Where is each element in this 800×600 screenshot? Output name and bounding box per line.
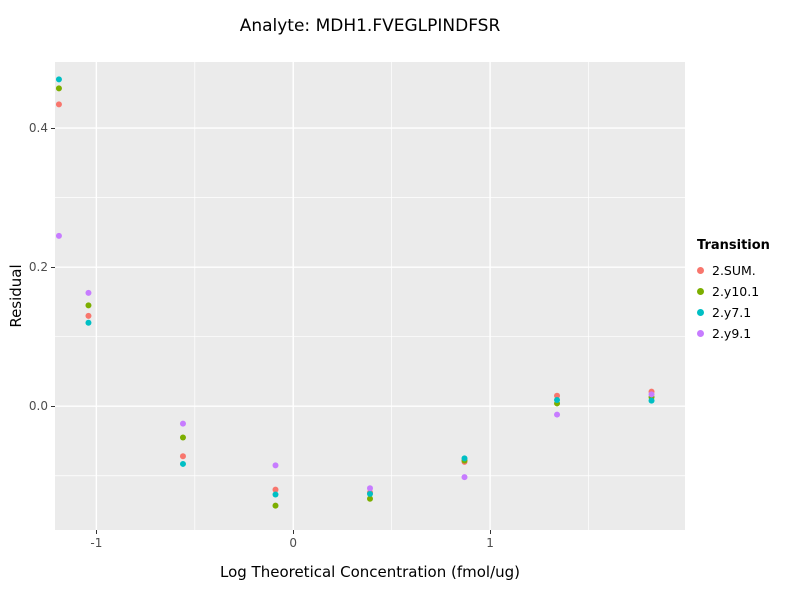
data-point: [179, 453, 186, 460]
plot-panel: [55, 62, 685, 530]
data-point: [367, 495, 373, 502]
plot-svg: [55, 62, 685, 530]
legend-items: 2.SUM. 2.y10.1 2.y7.1 2.y9.1: [697, 260, 770, 344]
legend-label: 2.y9.1: [712, 326, 752, 341]
data-point: [85, 289, 92, 296]
legend-swatch-icon: [697, 309, 704, 316]
legend-label: 2.y7.1: [712, 305, 752, 320]
legend-label: 2.y10.1: [712, 284, 760, 299]
data-point: [554, 396, 561, 403]
data-point: [554, 392, 561, 399]
data-point: [272, 486, 279, 493]
y-tick-mark: [51, 127, 55, 129]
x-axis-label: Log Theoretical Concentration (fmol/ug): [219, 563, 521, 581]
data-point: [55, 232, 62, 239]
data-point: [461, 474, 468, 481]
data-point: [85, 302, 92, 309]
x-tick-mark: [95, 530, 97, 534]
chart-title: Analyte: MDH1.FVEGLPINDFSR: [239, 16, 501, 36]
data-point: [272, 502, 279, 509]
legend-item: 2.y10.1: [697, 281, 770, 302]
data-point: [554, 411, 561, 418]
legend-item: 2.y9.1: [697, 323, 770, 344]
data-point: [272, 491, 279, 498]
legend: Transition 2.SUM. 2.y10.1 2.y7.1 2.y9.1: [697, 238, 770, 344]
data-point: [648, 397, 655, 404]
data-point: [367, 485, 373, 492]
data-point: [179, 420, 186, 427]
y-tick-label: 0.2: [28, 260, 48, 275]
legend-item: 2.y7.1: [697, 302, 770, 323]
legend-swatch-icon: [697, 288, 704, 295]
y-tick-mark: [51, 405, 55, 407]
x-tick-label: 1: [486, 536, 494, 550]
x-tick-label: -1: [90, 536, 103, 550]
x-tick-mark: [489, 530, 491, 534]
x-tick-mark: [292, 530, 294, 534]
legend-item: 2.SUM.: [697, 260, 770, 281]
data-point: [179, 434, 186, 441]
data-point: [55, 85, 62, 92]
data-point: [272, 462, 279, 469]
data-point: [55, 101, 62, 108]
legend-swatch-icon: [697, 267, 704, 274]
data-point: [179, 460, 186, 467]
x-tick-label: 0: [289, 536, 298, 550]
data-point: [461, 455, 468, 462]
y-tick-label: 0.0: [28, 399, 48, 414]
y-tick-label: 0.4: [28, 121, 48, 136]
data-point: [648, 391, 655, 398]
y-tick-mark: [51, 266, 55, 268]
data-point: [55, 76, 62, 83]
data-point: [367, 490, 373, 497]
data-point: [85, 319, 92, 326]
legend-title: Transition: [697, 238, 770, 253]
data-point: [85, 312, 92, 319]
legend-swatch-icon: [697, 330, 704, 337]
legend-label: 2.SUM.: [712, 263, 756, 278]
